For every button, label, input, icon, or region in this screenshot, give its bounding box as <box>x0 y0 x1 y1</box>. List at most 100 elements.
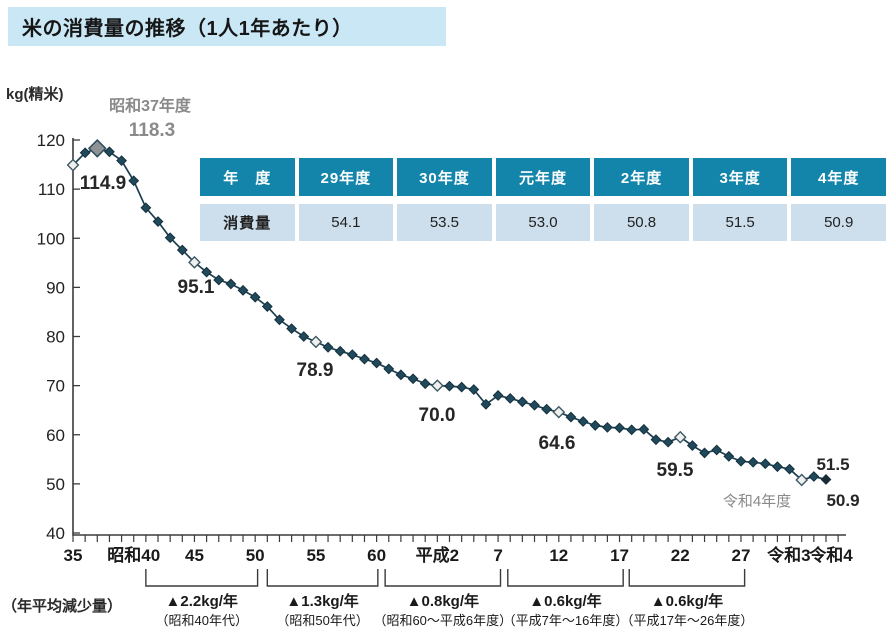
x-tick-label: 12 <box>549 546 568 565</box>
data-point <box>626 424 638 436</box>
data-point <box>322 341 334 353</box>
data-point <box>164 232 176 244</box>
data-point <box>176 244 188 256</box>
data-point <box>237 284 249 296</box>
avg-annual-decrease-label: （年平均減少量） <box>2 598 123 615</box>
chart-annotation: 70.0 <box>419 405 456 426</box>
data-point <box>309 335 323 349</box>
y-tick-label: 70 <box>46 377 65 396</box>
table-value-cell: 50.9 <box>791 204 886 241</box>
x-tick-label: 平成2 <box>416 545 459 565</box>
table-value-cell: 54.1 <box>298 204 394 241</box>
chart-annotation: 50.9 <box>826 491 859 510</box>
x-tick-label: 令和4 <box>809 545 853 565</box>
data-point <box>225 278 237 290</box>
data-point <box>188 255 201 269</box>
data-point <box>468 384 480 395</box>
reduction-period-label: （昭和40年代） <box>156 613 248 628</box>
data-point <box>795 473 809 487</box>
data-point <box>759 458 771 470</box>
data-point <box>249 291 261 303</box>
reduction-bracket <box>145 569 259 587</box>
y-tick-label: 80 <box>46 328 65 347</box>
data-point <box>480 398 492 410</box>
data-point <box>140 202 152 214</box>
reduction-period-label: （平成7年～16年度） <box>503 613 629 628</box>
data-point <box>104 146 115 158</box>
data-point <box>541 403 553 415</box>
data-point <box>128 175 140 187</box>
data-point <box>686 440 698 451</box>
y-tick-label: 60 <box>46 426 65 445</box>
data-point <box>334 345 346 357</box>
data-point <box>601 421 613 433</box>
y-axis-unit-label: kg(精米) <box>6 86 64 103</box>
data-point <box>201 266 213 278</box>
x-tick-label: 7 <box>493 546 502 565</box>
chart-annotation: 令和4年度 <box>723 493 791 510</box>
reduction-period-label: （平成17年～26年度） <box>620 613 753 628</box>
x-tick-label: 50 <box>246 546 265 565</box>
chart-annotation: 118.3 <box>129 120 176 141</box>
chart-annotation: 59.5 <box>657 460 694 481</box>
reduction-bracket <box>384 569 502 587</box>
reduction-bracket <box>628 569 746 587</box>
data-point <box>152 216 164 227</box>
chart-annotation: 51.5 <box>816 455 849 474</box>
data-point <box>735 455 747 467</box>
table-header-cell: 元年度 <box>495 158 591 196</box>
data-point <box>577 416 589 427</box>
data-point <box>346 349 358 361</box>
table-header-cell: 4年度 <box>791 158 886 196</box>
y-tick-label: 100 <box>37 229 65 248</box>
data-point <box>673 430 687 444</box>
chart-annotation: 78.9 <box>297 360 334 381</box>
data-point <box>808 471 820 482</box>
x-tick-label: 45 <box>185 546 204 565</box>
reduction-rate-label: ▲0.6kg/年 <box>529 592 601 610</box>
data-point <box>529 399 540 411</box>
data-point <box>359 353 370 365</box>
data-point <box>213 274 225 286</box>
data-point <box>87 138 107 158</box>
page-title: 米の消費量の推移（1人1年あたり） <box>8 7 446 46</box>
consumption-table: 年 度 29年度 30年度 元年度 2年度 3年度 4年度 消費量 54.1 53.5 53.0 50… <box>200 158 886 241</box>
chart-annotation: 114.9 <box>80 173 127 194</box>
y-tick-label: 50 <box>46 475 65 494</box>
x-tick-label: 27 <box>732 546 751 565</box>
data-point <box>589 420 601 431</box>
x-tick-label: 昭和40 <box>107 546 160 565</box>
table-header-cell: 3年度 <box>692 158 788 196</box>
x-tick-label: 35 <box>64 546 83 565</box>
data-point <box>784 463 795 475</box>
table-header-cell: 年 度 <box>200 158 295 196</box>
data-point <box>261 301 273 312</box>
data-point <box>444 380 455 392</box>
reduction-period-label: （昭和50年代） <box>276 613 368 628</box>
data-point <box>820 474 832 485</box>
data-point <box>552 405 566 419</box>
y-tick-label: 120 <box>37 131 65 150</box>
x-tick-label: 22 <box>671 546 690 565</box>
data-point <box>650 434 662 446</box>
data-point <box>638 423 650 435</box>
data-point <box>298 331 310 342</box>
y-tick-label: 90 <box>46 278 65 297</box>
table-header-cell: 2年度 <box>594 158 689 196</box>
data-point <box>747 456 759 468</box>
data-point <box>565 411 577 423</box>
data-point <box>395 369 407 381</box>
y-tick-label: 110 <box>38 180 65 199</box>
data-point <box>66 158 80 172</box>
data-point <box>711 444 723 456</box>
data-point <box>723 450 735 462</box>
data-point <box>274 314 285 326</box>
data-point <box>286 323 298 335</box>
data-point <box>116 155 127 167</box>
data-point <box>407 373 419 385</box>
reduction-bracket <box>266 569 379 587</box>
data-point <box>79 147 91 159</box>
reduction-bracket <box>507 569 624 587</box>
